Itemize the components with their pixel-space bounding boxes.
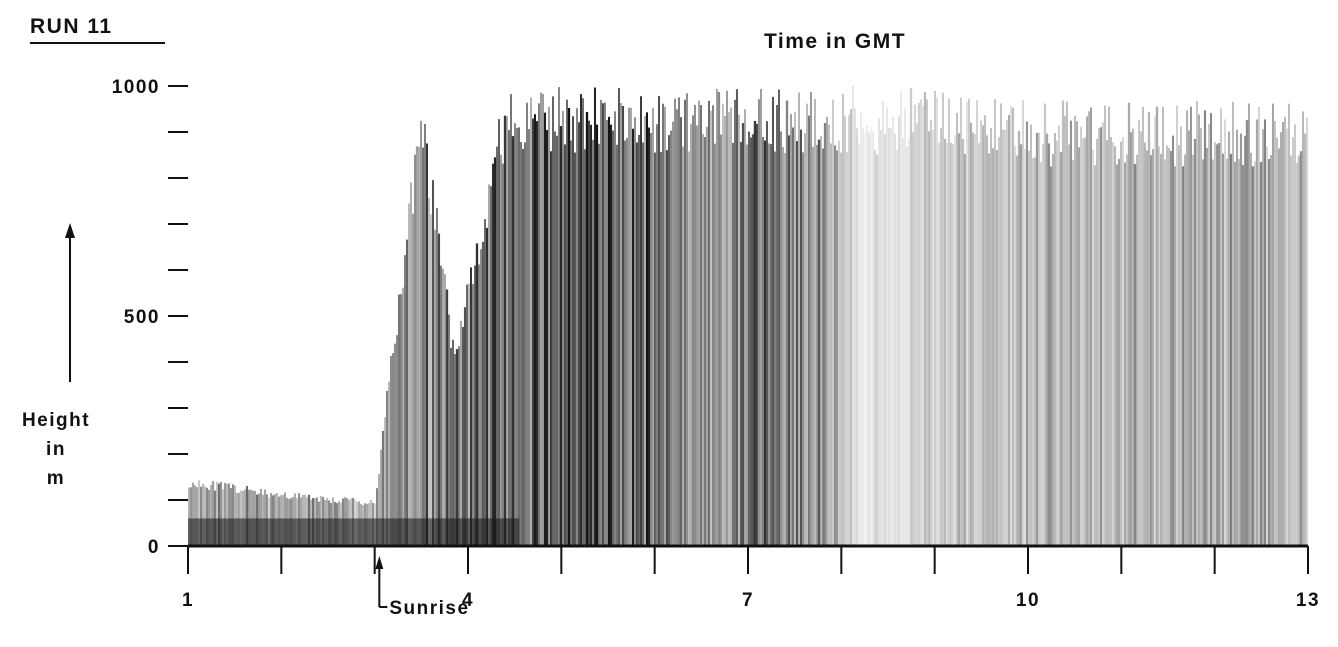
y-axis-label-line-3: m [47, 468, 65, 489]
up-arrow-icon [65, 223, 75, 238]
chart-title: Time in GMT [764, 30, 906, 53]
y-tick-label: 0 [148, 537, 160, 558]
x-tick-label: 10 [1016, 590, 1040, 611]
x-tick-label: 1 [182, 590, 194, 611]
y-tick-label: 1000 [112, 77, 160, 98]
x-tick-label: 13 [1296, 590, 1320, 611]
run-label: RUN 11 [30, 15, 113, 38]
sunrise-arrow-icon [375, 556, 384, 569]
x-tick-label: 7 [742, 590, 754, 611]
y-axis-ticks: 0 500 1000 [112, 77, 188, 558]
surface-echo-layer [188, 518, 520, 546]
y-axis-label-line-2: in [46, 439, 66, 460]
x-axis-ticks: 1 4 7 10 13 [182, 546, 1320, 611]
sunrise-annotation: Sunrise [375, 556, 469, 619]
y-tick-label: 500 [124, 307, 160, 328]
y-axis-label-line-1: Height [22, 410, 90, 431]
echogram-image [188, 86, 1308, 546]
x-tick-label: 4 [462, 590, 474, 611]
sunrise-label: Sunrise [389, 598, 469, 619]
